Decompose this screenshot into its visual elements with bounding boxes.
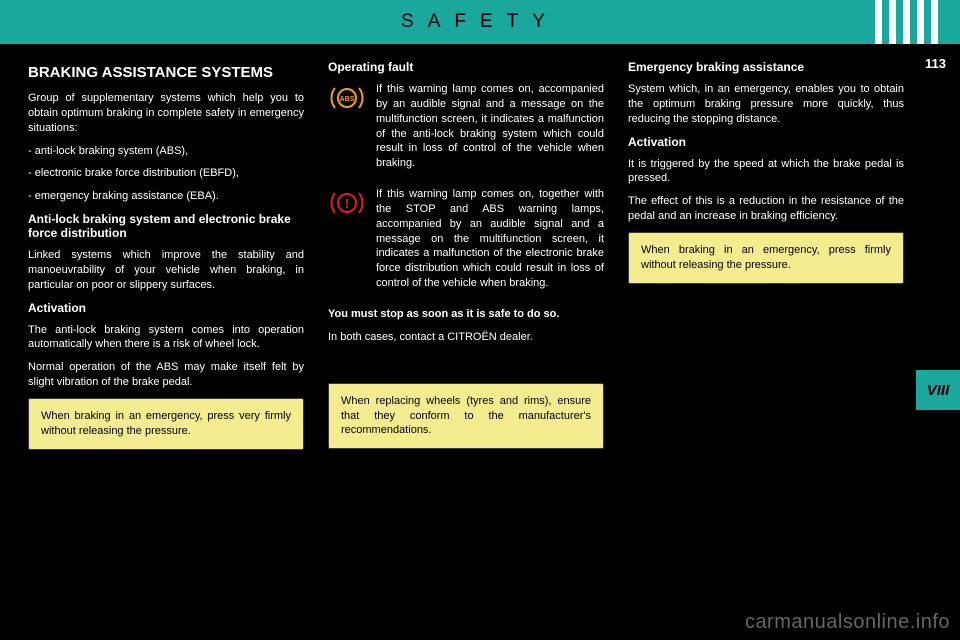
callout-emergency-2: When braking in an emergency, press firm… (628, 232, 904, 284)
eba-act-1: It is triggered by the speed at which th… (628, 157, 904, 187)
bullet-abs: - anti-lock braking system (ABS), (28, 144, 304, 159)
stop-safe-text: You must stop as soon as it is safe to d… (328, 307, 604, 322)
column-1: BRAKING ASSISTANCE SYSTEMS Group of supp… (28, 58, 304, 630)
page-number: 113 (925, 56, 946, 71)
content-area: BRAKING ASSISTANCE SYSTEMS Group of supp… (28, 58, 904, 630)
section-tab: VIII (916, 370, 960, 410)
column-3: Emergency braking assistance System whic… (628, 58, 904, 630)
callout-text-3: When braking in an emergency, press firm… (641, 243, 891, 273)
brake-warning-icon: ! (328, 187, 366, 217)
brake-fault-text: If this warning lamp comes on, together … (376, 187, 604, 291)
svg-text:ABS: ABS (340, 96, 355, 103)
header-title: SAFETY (401, 11, 559, 33)
section-tab-label: VIII (927, 382, 950, 399)
eba-title: Emergency braking assistance (628, 60, 904, 74)
svg-text:!: ! (345, 196, 349, 211)
eba-desc: System which, in an emergency, enables y… (628, 82, 904, 127)
intro-text: Group of supplementary systems which hel… (28, 91, 304, 136)
brake-warning-row: ! If this warning lamp comes on, togethe… (328, 187, 604, 299)
activation-text-1: The anti-lock braking system comes into … (28, 323, 304, 353)
abs-warning-icon: ABS (328, 82, 366, 112)
header-stripes (875, 0, 938, 44)
callout-emergency-1: When braking in an emergency, press very… (28, 398, 304, 450)
watermark: carmanualsonline.info (745, 611, 950, 634)
abs-ebfd-desc: Linked systems which improve the stabili… (28, 248, 304, 293)
section-title: BRAKING ASSISTANCE SYSTEMS (28, 64, 304, 81)
operating-fault-title: Operating fault (328, 60, 604, 74)
page-header: SAFETY (0, 0, 960, 44)
abs-ebfd-title: Anti-lock braking system and electronic … (28, 212, 304, 240)
bullet-eba: - emergency braking assistance (EBA). (28, 189, 304, 204)
column-2: Operating fault ABS If this warning lamp… (328, 58, 604, 630)
contact-dealer-text: In both cases, contact a CITROËN dealer. (328, 330, 604, 345)
callout-text-2: When replacing wheels (tyres and rims), … (341, 394, 591, 439)
activation-text-2: Normal operation of the ABS may make its… (28, 360, 304, 390)
bullet-ebfd: - electronic brake force distribution (E… (28, 166, 304, 181)
abs-warning-row: ABS If this warning lamp comes on, accom… (328, 82, 604, 179)
activation-title-2: Activation (628, 135, 904, 149)
callout-wheels: When replacing wheels (tyres and rims), … (328, 383, 604, 450)
abs-fault-text: If this warning lamp comes on, accompani… (376, 82, 604, 171)
eba-act-2: The effect of this is a reduction in the… (628, 194, 904, 224)
activation-title-1: Activation (28, 301, 304, 315)
callout-text-1: When braking in an emergency, press very… (41, 409, 291, 439)
